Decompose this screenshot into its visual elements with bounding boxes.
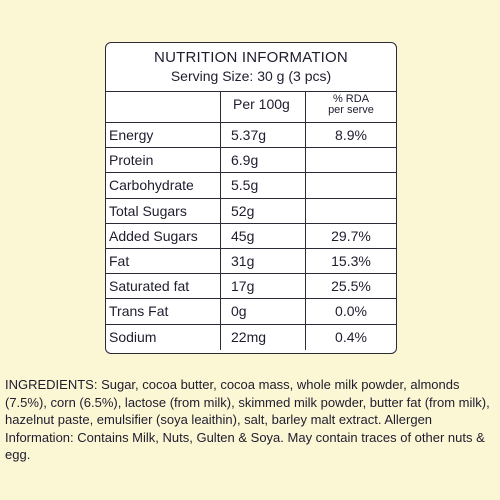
per-100g-column-header: Per 100g — [221, 92, 306, 122]
table-header-row: Per 100g % RDA per serve — [106, 92, 396, 123]
per-100g-value: 31g — [221, 248, 306, 274]
rda-value — [306, 173, 396, 197]
rda-value: 15.3% — [331, 253, 371, 270]
rda-value — [306, 199, 396, 223]
nutrient-name: Energy — [106, 123, 221, 148]
nutrient-name: Carbohydrate — [106, 173, 221, 198]
table-row-total-sugars: Total Sugars 52g — [106, 198, 396, 224]
table-row-trans-fat: Trans Fat 0g 0.0% — [106, 299, 396, 325]
nutrient-name: Protein — [106, 148, 221, 173]
nutrition-header: NUTRITION INFORMATION Serving Size: 30 g… — [106, 43, 396, 92]
per-100g-value: 0g — [221, 299, 306, 324]
nutrient-name: Added Sugars — [106, 223, 221, 248]
per-100g-value: 5.37g — [221, 123, 306, 148]
table-row-added-sugars: Added Sugars 45g 29.7% — [106, 223, 396, 249]
rda-value: 25.5% — [331, 278, 371, 295]
rda-header-line1: % RDA — [332, 93, 370, 105]
table-row-energy: Energy 5.37g 8.9% — [106, 123, 396, 149]
nutrient-name: Fat — [106, 248, 221, 274]
nutrient-name: Sodium — [106, 324, 221, 350]
table-row-carbohydrate: Carbohydrate 5.5g — [106, 173, 396, 199]
serving-size: Serving Size: 30 g (3 pcs) — [170, 68, 332, 84]
per-100g-value: 5.5g — [221, 173, 306, 198]
rda-value: 0.0% — [335, 303, 367, 320]
rda-column-header: % RDA per serve — [306, 92, 396, 124]
nutrient-name: Total Sugars — [106, 198, 221, 223]
nutrient-column-header — [106, 92, 221, 122]
rda-header-line2: per serve — [328, 104, 374, 116]
table-row-sodium: Sodium 22mg 0.4% — [106, 324, 396, 350]
per-100g-value: 45g — [221, 223, 306, 248]
table-row-protein: Protein 6.9g — [106, 148, 396, 174]
per-100g-value: 17g — [221, 274, 306, 299]
nutrient-name: Saturated fat — [106, 274, 221, 299]
rda-value: 29.7% — [331, 227, 371, 244]
per-100g-value: 6.9g — [221, 148, 306, 173]
per-100g-value: 52g — [221, 198, 306, 223]
ingredients-text: INGREDIENTS: Sugar, cocoa butter, cocoa … — [5, 377, 490, 462]
nutrition-table: NUTRITION INFORMATION Serving Size: 30 g… — [105, 42, 397, 354]
nutrient-name: Trans Fat — [106, 299, 221, 324]
nutrition-grid: Per 100g % RDA per serve Energy 5.37g 8.… — [106, 92, 396, 350]
rda-value — [306, 148, 396, 172]
table-row-fat: Fat 31g 15.3% — [106, 248, 396, 275]
rda-value: 8.9% — [335, 127, 367, 144]
table-row-saturated-fat: Saturated fat 17g 25.5% — [106, 274, 396, 300]
per-100g-value: 22mg — [221, 324, 306, 350]
nutrition-title: NUTRITION INFORMATION — [154, 49, 348, 66]
rda-value: 0.4% — [335, 329, 367, 346]
